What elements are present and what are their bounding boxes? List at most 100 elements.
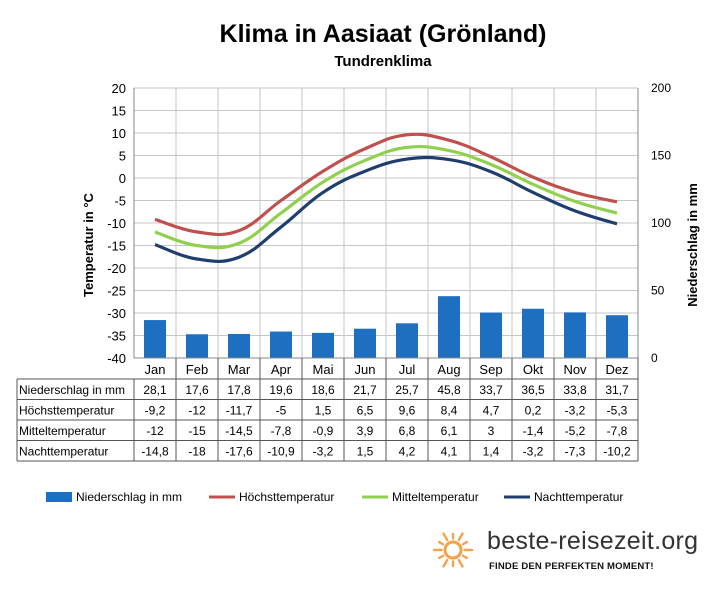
x-tick-Mai: Mai xyxy=(313,362,334,377)
y-tick-left: 10 xyxy=(112,126,126,141)
table-cell: 3,9 xyxy=(357,424,374,438)
table-cell: -11,7 xyxy=(226,404,253,418)
grid xyxy=(133,87,639,359)
table-cell: 36,5 xyxy=(521,383,545,397)
legend-item-niederschlag in mm: Niederschlag in mm xyxy=(76,490,182,504)
table-cell: 1,5 xyxy=(357,445,374,459)
sun-ray xyxy=(437,554,445,560)
y-tick-right: 0 xyxy=(651,351,658,365)
y-tick-right: 50 xyxy=(651,284,665,298)
table-row-label: Niederschlag in mm xyxy=(19,383,125,397)
bar-Jun xyxy=(354,328,376,358)
x-tick-Jul: Jul xyxy=(399,362,416,377)
x-tick-Feb: Feb xyxy=(186,362,208,377)
bar-Jan xyxy=(144,320,166,358)
sun-ray xyxy=(461,540,469,546)
y-tick-left: -20 xyxy=(107,261,126,276)
table-cell: 18,6 xyxy=(311,383,335,397)
table-cell: -7,3 xyxy=(565,445,586,459)
table-cell: -3,2 xyxy=(313,445,334,459)
bar-Feb xyxy=(186,334,208,358)
table-cell: 6,5 xyxy=(357,404,374,418)
chart-subtitle: Tundrenklima xyxy=(334,53,432,70)
y-tick-right: 150 xyxy=(651,149,671,163)
legend-item-mitteltemperatur: Mitteltemperatur xyxy=(392,490,479,504)
y-tick-left: -30 xyxy=(107,306,126,321)
table-cell: 4,2 xyxy=(399,445,416,459)
y-tick-left: 5 xyxy=(119,149,126,164)
bar-Dez xyxy=(606,315,628,358)
bar-Mar xyxy=(228,333,250,358)
table-cell: -14,8 xyxy=(141,445,169,459)
y-tick-right: 100 xyxy=(651,216,671,230)
legend-item-nachttemperatur: Nachttemperatur xyxy=(534,490,623,504)
table-cell: 6,8 xyxy=(399,424,416,438)
table-cell: -5,3 xyxy=(607,404,628,418)
table-cell: -10,9 xyxy=(267,445,295,459)
brand-tagline: FINDE DEN PERFEKTEN MOMENT! xyxy=(489,561,654,572)
bar-Mai xyxy=(312,332,334,358)
table-cell: -0,9 xyxy=(313,424,334,438)
bar-Apr xyxy=(270,331,292,358)
table-cell: -10,2 xyxy=(603,445,631,459)
table-cell: -14,5 xyxy=(225,424,253,438)
sun-ray xyxy=(437,540,445,546)
x-tick-Mar: Mar xyxy=(228,362,251,377)
sun-ray xyxy=(442,558,449,568)
bar-Nov xyxy=(564,312,586,358)
y-axis-label-left: Temperatur in °C xyxy=(81,192,96,297)
line-höchsttemperatur xyxy=(154,132,618,237)
table-cell: 0,2 xyxy=(525,404,542,418)
table-row-label: Mitteltemperatur xyxy=(19,424,106,438)
table-cell: -17,6 xyxy=(225,445,253,459)
y-tick-left: -15 xyxy=(107,239,126,254)
table-cell: -3,2 xyxy=(565,404,586,418)
y-tick-left: -40 xyxy=(107,351,126,366)
table-cell: 8,4 xyxy=(441,404,458,418)
table-cell: 17,8 xyxy=(227,383,251,397)
sun-ray xyxy=(461,554,469,560)
table-cell: -9,2 xyxy=(145,404,166,418)
y-tick-right: 200 xyxy=(651,81,671,95)
table-cell: -1,4 xyxy=(523,424,544,438)
table-cell: 6,1 xyxy=(441,424,458,438)
line-nachttemperatur xyxy=(154,155,618,264)
x-tick-Aug: Aug xyxy=(437,362,460,377)
table-cell: 33,7 xyxy=(479,383,503,397)
table-cell: -18 xyxy=(188,445,206,459)
table-cell: 17,6 xyxy=(185,383,209,397)
table-cell: 4,1 xyxy=(441,445,458,459)
y-tick-left: 15 xyxy=(112,104,126,119)
table-cell: 33,8 xyxy=(563,383,587,397)
table-cell: -7,8 xyxy=(271,424,292,438)
x-tick-Jan: Jan xyxy=(145,362,166,377)
table-cell: -7,8 xyxy=(607,424,628,438)
legend-swatch xyxy=(46,492,72,502)
bar-Aug xyxy=(438,296,460,358)
sun-ray xyxy=(442,532,449,542)
bar-Jul xyxy=(396,323,418,358)
table-cell: -12 xyxy=(146,424,164,438)
legend: Niederschlag in mm Höchsttemperatur Mittel… xyxy=(46,490,623,504)
x-tick-Dez: Dez xyxy=(605,362,628,377)
table-cell: 9,6 xyxy=(399,404,416,418)
x-tick-Nov: Nov xyxy=(563,362,587,377)
axes: 20151050-5-10-15-20-25-30-35-40200150100… xyxy=(107,81,671,366)
y-axis-label-right: Niederschlag in mm xyxy=(685,183,700,307)
y-tick-left: -25 xyxy=(107,284,126,299)
y-tick-left: 0 xyxy=(119,171,126,186)
bar-Okt xyxy=(522,308,544,358)
chart-title: Klima in Aasiaat (Grönland) xyxy=(220,20,547,48)
table-cell: 3 xyxy=(488,424,495,438)
brand-name[interactable]: beste-reisezeit.org xyxy=(487,527,699,555)
table-cell: 1,4 xyxy=(483,445,500,459)
table-cell: -12 xyxy=(188,404,206,418)
line-mitteltemperatur xyxy=(154,144,618,250)
x-tick-Okt: Okt xyxy=(523,362,544,377)
table-cell: 19,6 xyxy=(269,383,293,397)
sun-ray xyxy=(457,532,464,542)
table-cell: 31,7 xyxy=(605,383,629,397)
y-tick-left: -5 xyxy=(114,194,126,209)
table-cell: 45,8 xyxy=(437,383,461,397)
